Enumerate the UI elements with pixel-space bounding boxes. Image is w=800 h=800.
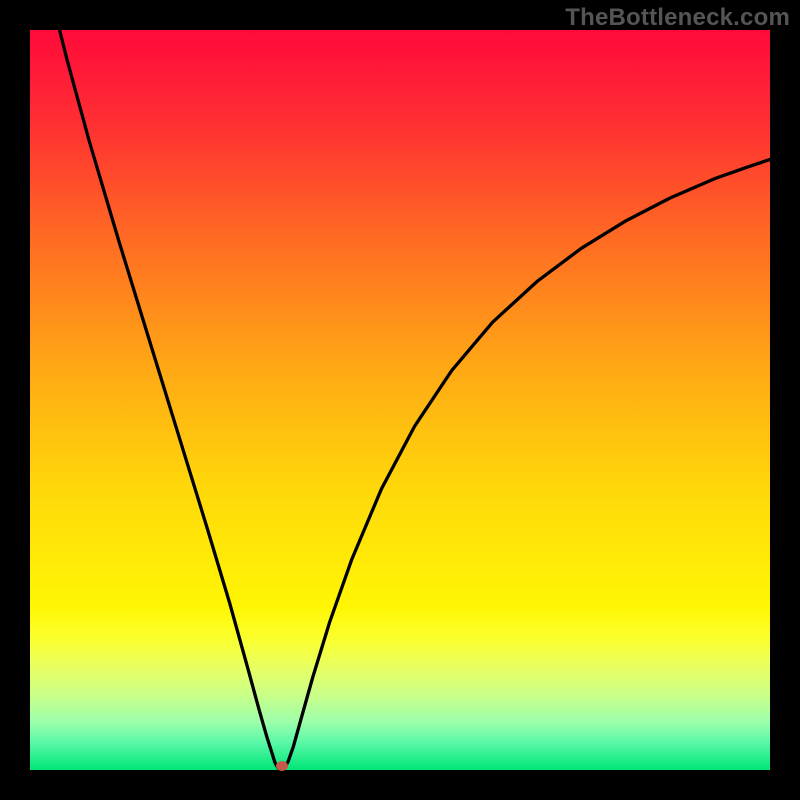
chart-canvas: TheBottleneck.com <box>0 0 800 800</box>
bottleneck-curve <box>30 30 770 770</box>
plot-area <box>30 30 770 770</box>
watermark-text: TheBottleneck.com <box>565 4 790 32</box>
min-marker <box>276 761 288 771</box>
gradient-bg <box>30 30 770 770</box>
